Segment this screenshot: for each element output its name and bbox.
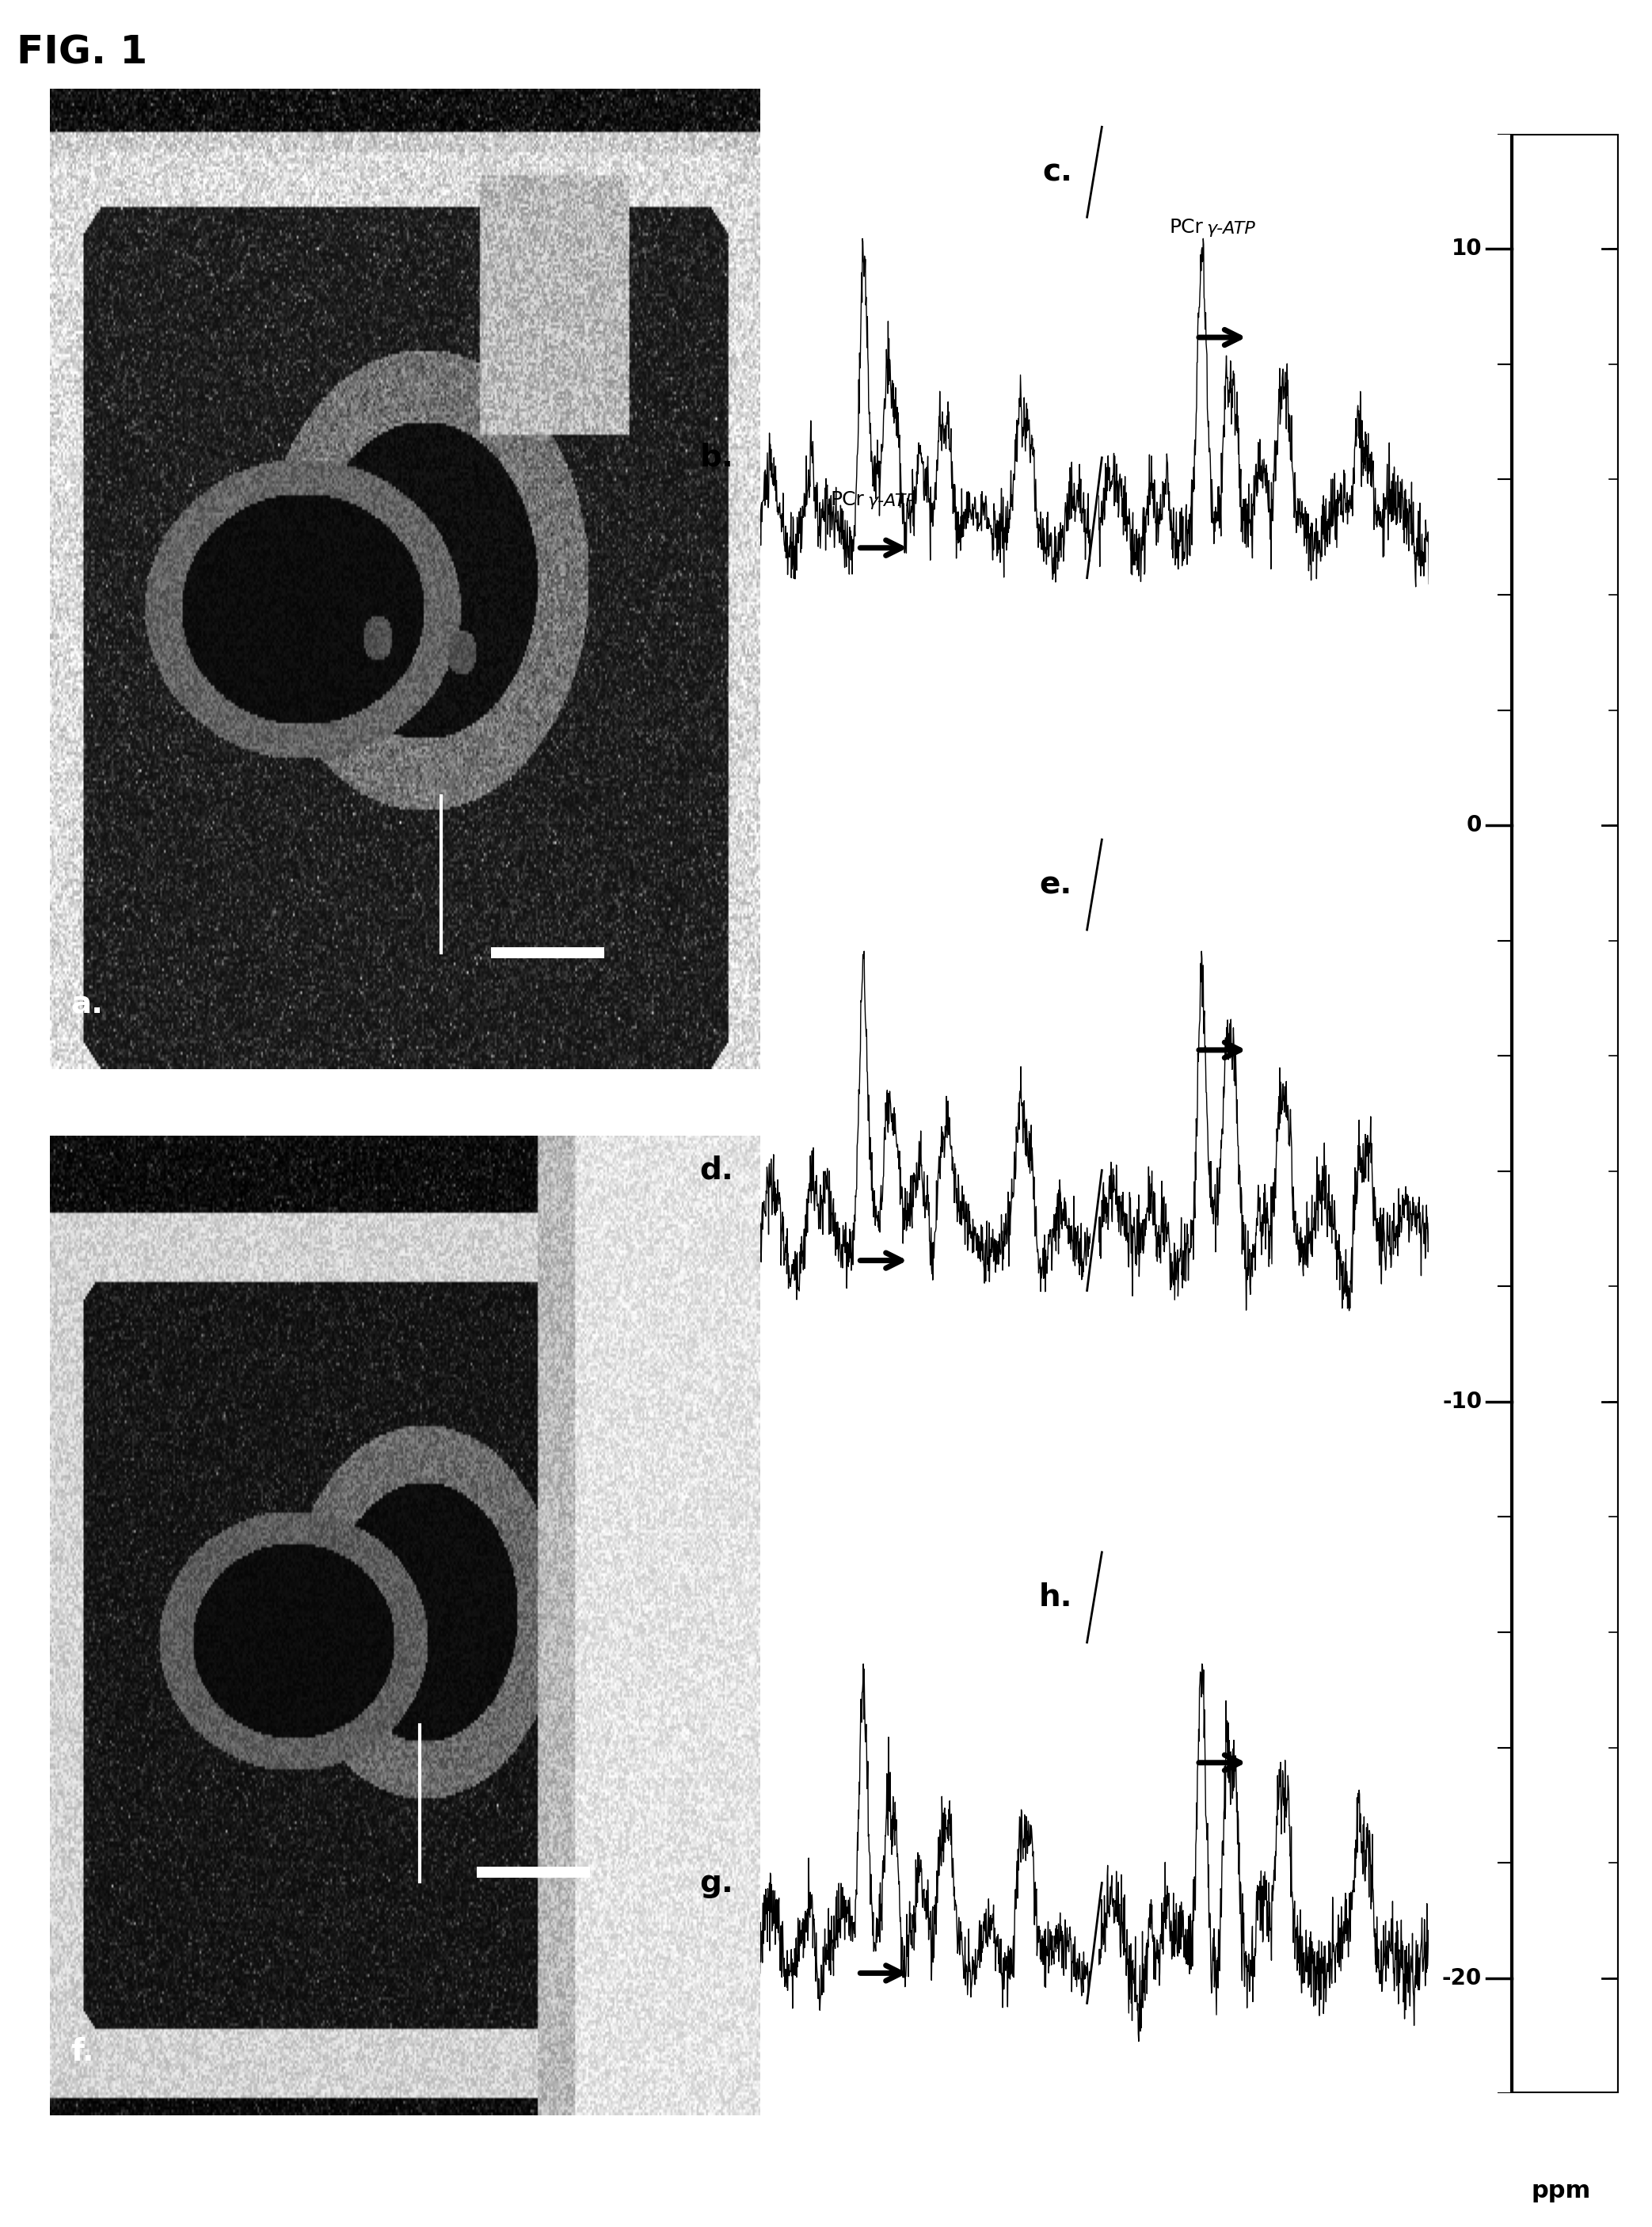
Text: h.: h. — [1039, 1581, 1072, 1612]
Text: -20: -20 — [1442, 1966, 1482, 1989]
Text: g.: g. — [700, 1868, 733, 1897]
Text: γ-ATP: γ-ATP — [1206, 220, 1256, 236]
Text: FIG. 1: FIG. 1 — [17, 33, 147, 71]
Text: e.: e. — [1039, 869, 1072, 900]
Text: b.: b. — [700, 443, 733, 472]
Text: -10: -10 — [1442, 1390, 1482, 1412]
Text: 10: 10 — [1450, 238, 1482, 261]
Text: PCr: PCr — [831, 490, 864, 510]
Text: c.: c. — [1042, 156, 1072, 187]
Text: d.: d. — [700, 1156, 733, 1185]
Text: γ-ATP: γ-ATP — [867, 492, 917, 510]
Text: PCr: PCr — [1170, 218, 1203, 236]
Text: f.: f. — [71, 2035, 94, 2067]
Text: ppm: ppm — [1531, 2180, 1591, 2203]
Bar — [1512, 134, 1619, 2093]
Text: a.: a. — [71, 989, 104, 1020]
Text: 0: 0 — [1467, 815, 1482, 837]
